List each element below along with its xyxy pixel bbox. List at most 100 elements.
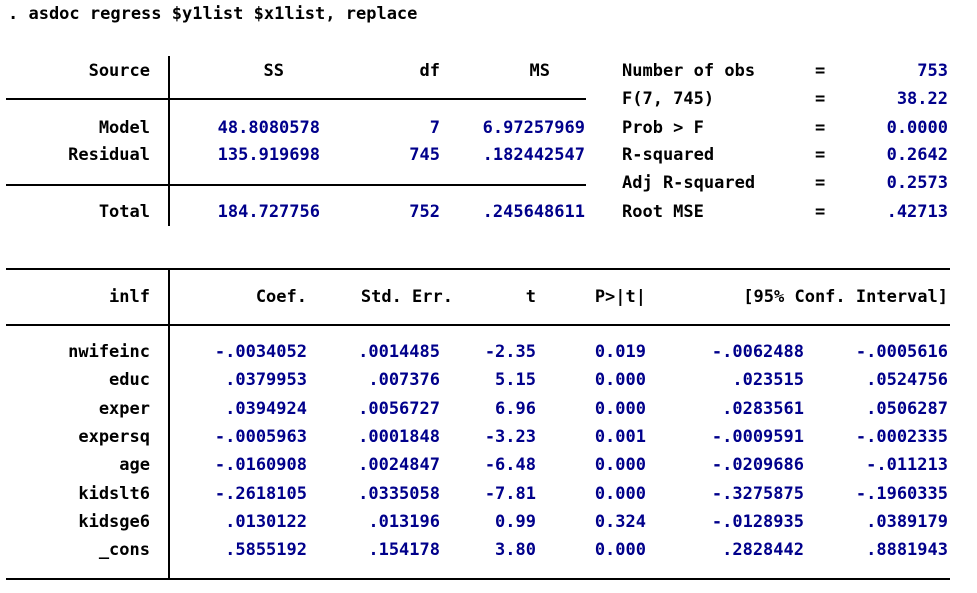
coef-row-ci-low: -.0009591 <box>711 427 804 447</box>
stat-equals: = <box>815 118 826 138</box>
coef-top-rule <box>6 268 950 270</box>
coef-row-variable: age <box>119 455 150 475</box>
stat-label: Root MSE <box>622 202 704 222</box>
stat-value: 38.22 <box>896 89 948 109</box>
coef-row-ci-low: -.0128935 <box>711 512 804 532</box>
coef-header-rule <box>6 324 950 326</box>
coef-header-conf-interval: [95% Conf. Interval] <box>743 287 948 307</box>
coef-row-ci-low: .023515 <box>732 370 804 390</box>
anova-row-source: Residual <box>68 145 150 165</box>
coef-header-stderr: Std. Err. <box>360 287 453 307</box>
coef-row-stderr: .0335058 <box>358 484 440 504</box>
stat-equals: = <box>815 145 826 165</box>
coef-row-variable: exper <box>98 399 150 419</box>
coef-row-coef: .0379953 <box>225 370 307 390</box>
coef-row-t: 3.80 <box>495 540 536 560</box>
stat-equals: = <box>815 173 826 193</box>
coef-row-ci-high: .8881943 <box>866 540 948 560</box>
anova-row-ms: .245648611 <box>482 202 585 222</box>
stat-value: 0.0000 <box>886 118 948 138</box>
anova-row-df: 7 <box>429 118 440 138</box>
stat-value: 0.2573 <box>886 173 948 193</box>
coef-row-p: 0.324 <box>594 512 646 532</box>
coef-row-p: 0.000 <box>594 455 646 475</box>
anova-row-df: 752 <box>409 202 440 222</box>
coef-row-variable: expersq <box>78 427 150 447</box>
coef-row-ci-high: -.011213 <box>866 455 948 475</box>
coef-row-ci-high: -.0005616 <box>855 342 948 362</box>
coef-row-variable: kidsge6 <box>78 512 150 532</box>
coef-bottom-rule <box>6 578 950 580</box>
coef-row-stderr: .154178 <box>368 540 440 560</box>
coef-row-t: 5.15 <box>495 370 536 390</box>
coef-row-t: -7.81 <box>484 484 536 504</box>
coef-row-ci-low: .0283561 <box>722 399 804 419</box>
anova-row-ms: .182442547 <box>482 145 585 165</box>
coef-row-p: 0.000 <box>594 484 646 504</box>
coef-row-coef: -.0005963 <box>214 427 307 447</box>
anova-row-ss: 184.727756 <box>217 202 320 222</box>
anova-header-ss: SS <box>263 61 284 81</box>
stat-label: Adj R-squared <box>622 173 756 193</box>
coef-row-ci-high: -.0002335 <box>855 427 948 447</box>
stat-value: 0.2642 <box>886 145 948 165</box>
coef-row-p: 0.000 <box>594 540 646 560</box>
anova-header-rule <box>6 98 586 100</box>
coef-row-variable: _cons <box>98 540 150 560</box>
coef-row-p: 0.000 <box>594 370 646 390</box>
coef-row-stderr: .013196 <box>368 512 440 532</box>
coef-row-coef: .0394924 <box>225 399 307 419</box>
stat-label: Prob > F <box>622 118 704 138</box>
stat-equals: = <box>815 89 826 109</box>
coef-row-ci-low: -.0062488 <box>711 342 804 362</box>
stat-value: .42713 <box>886 202 948 222</box>
anova-vertical-rule <box>168 56 170 226</box>
coef-row-coef: .0130122 <box>225 512 307 532</box>
coef-row-stderr: .0056727 <box>358 399 440 419</box>
coef-row-coef: -.0160908 <box>214 455 307 475</box>
coef-row-ci-high: .0506287 <box>866 399 948 419</box>
anova-row-source: Total <box>98 202 150 222</box>
anova-header-df: df <box>419 61 440 81</box>
stat-label: Number of obs <box>622 61 756 81</box>
coef-header-coef: Coef. <box>255 287 307 307</box>
coef-row-coef: -.0034052 <box>214 342 307 362</box>
coef-row-stderr: .007376 <box>368 370 440 390</box>
coef-row-ci-low: -.3275875 <box>711 484 804 504</box>
coef-row-p: 0.001 <box>594 427 646 447</box>
stat-label: R-squared <box>622 145 715 165</box>
coef-row-ci-high: -.1960335 <box>855 484 948 504</box>
coef-row-ci-low: -.0209686 <box>711 455 804 475</box>
coef-row-stderr: .0014485 <box>358 342 440 362</box>
coef-header-p: P>|t| <box>594 287 646 307</box>
anova-row-ms: 6.97257969 <box>482 118 585 138</box>
stat-label: F(7, 745) <box>622 89 715 109</box>
stat-value: 753 <box>917 61 948 81</box>
anova-header-ms: MS <box>529 61 550 81</box>
anova-row-source: Model <box>98 118 150 138</box>
coef-row-variable: nwifeinc <box>68 342 150 362</box>
coef-row-coef: .5855192 <box>225 540 307 560</box>
coef-row-t: 6.96 <box>495 399 536 419</box>
coef-row-p: 0.019 <box>594 342 646 362</box>
anova-row-ss: 135.919698 <box>217 145 320 165</box>
coef-row-variable: educ <box>109 370 150 390</box>
command-line: . asdoc regress $y1list $x1list, replace <box>8 4 418 24</box>
coef-header-t: t <box>525 287 536 307</box>
coef-row-variable: kidslt6 <box>78 484 150 504</box>
coef-row-t: -2.35 <box>484 342 536 362</box>
anova-row-ss: 48.8080578 <box>217 118 320 138</box>
coef-row-p: 0.000 <box>594 399 646 419</box>
coef-row-ci-high: .0524756 <box>866 370 948 390</box>
coef-row-stderr: .0001848 <box>358 427 440 447</box>
coef-row-coef: -.2618105 <box>214 484 307 504</box>
anova-total-rule <box>6 184 586 186</box>
anova-header-source: Source <box>88 61 150 81</box>
coef-vertical-rule <box>168 268 170 580</box>
stat-equals: = <box>815 61 826 81</box>
coef-header-inlf: inlf <box>109 287 150 307</box>
coef-row-t: 0.99 <box>495 512 536 532</box>
stat-equals: = <box>815 202 826 222</box>
anova-row-df: 745 <box>409 145 440 165</box>
coef-row-ci-high: .0389179 <box>866 512 948 532</box>
